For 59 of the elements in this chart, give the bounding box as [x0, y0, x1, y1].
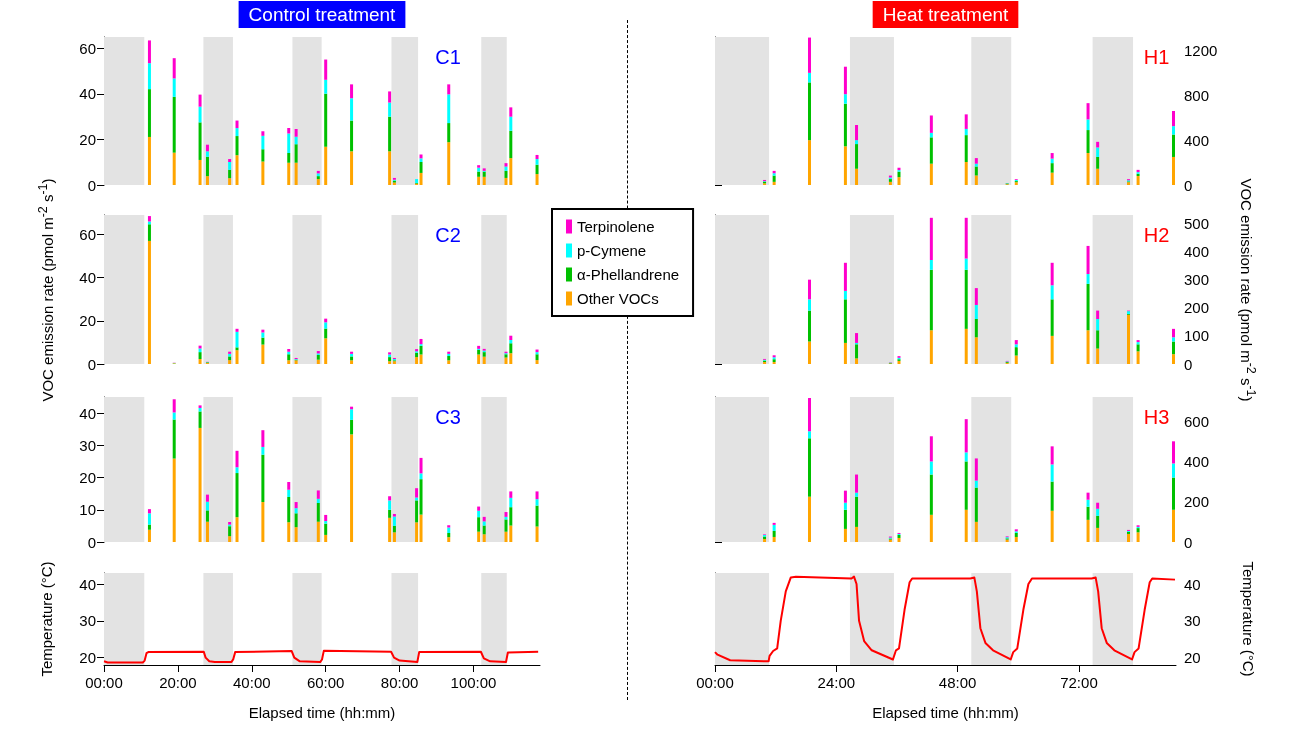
x-tick-label: 60:00	[306, 674, 345, 691]
annotation: C3	[435, 406, 461, 428]
x-tick-label: 00:00	[696, 674, 734, 691]
legend-label: α-Phellandrene	[577, 266, 680, 283]
y-tick-label: 0	[1184, 176, 1193, 194]
x-tick-label: 48:00	[938, 674, 977, 691]
y-tick-label: 20	[79, 469, 96, 487]
y-tick-label: 1200	[1184, 41, 1218, 59]
y-tick-label: 500	[1184, 214, 1210, 232]
y-tick-label: 30	[1184, 612, 1201, 630]
x-tick-label: 24:00	[817, 674, 856, 691]
y-tick-label: 0	[1184, 355, 1193, 373]
chart-title: Heat treatment	[882, 4, 1010, 25]
y-tick-label: 20	[79, 130, 96, 148]
annotation: H1	[1143, 46, 1170, 68]
y-tick-label: 40	[79, 575, 96, 593]
y-tick-label: 30	[79, 436, 96, 454]
legend-label: Terpinolene	[577, 218, 655, 235]
y-tick-label: 60	[79, 39, 96, 57]
y-tick-label: 0	[1184, 533, 1193, 551]
y-tick-label: 200	[1184, 493, 1210, 511]
y-tick-label: 200	[1184, 299, 1210, 317]
legend-label: Other VOCs	[577, 290, 659, 307]
chart-title: Control treatment	[248, 4, 397, 25]
x-axis-title: Elapsed time (hh:mm)	[248, 704, 396, 721]
annotation: H3	[1143, 406, 1170, 428]
annotation: H2	[1143, 224, 1170, 246]
y-tick-label: 100	[1184, 327, 1210, 345]
y-tick-label: 400	[1184, 131, 1210, 149]
y-tick-label: 800	[1184, 86, 1210, 104]
x-tick-label: 00:00	[85, 674, 123, 691]
y-tick-label: 0	[87, 176, 96, 194]
x-tick-label: 72:00	[1060, 674, 1098, 691]
x-tick-label: 40:00	[233, 674, 271, 691]
y-axis-title: Temperature (°C)	[37, 561, 55, 677]
legend-label: p-Cymene	[577, 242, 647, 259]
y-axis-title: Temperature (°C)	[1239, 561, 1257, 677]
x-axis-title: Elapsed time (hh:mm)	[872, 704, 1019, 721]
y-tick-label: 600	[1184, 412, 1210, 430]
y-tick-label: 60	[79, 225, 96, 243]
y-tick-label: 40	[79, 85, 96, 103]
annotation: C2	[435, 224, 461, 246]
y-tick-label: 30	[79, 612, 96, 630]
y-tick-label: 0	[87, 355, 96, 373]
y-tick-label: 20	[1184, 649, 1201, 667]
y-tick-label: 400	[1184, 243, 1210, 261]
y-tick-label: 40	[79, 404, 96, 422]
y-tick-label: 300	[1184, 271, 1210, 289]
y-tick-label: 10	[79, 501, 96, 519]
x-tick-label: 20:00	[159, 674, 197, 691]
y-tick-label: 20	[79, 312, 96, 330]
y-tick-label: 0	[87, 533, 96, 551]
y-tick-label: 20	[79, 649, 96, 667]
annotation: C1	[435, 46, 461, 68]
y-tick-label: 40	[79, 269, 96, 287]
y-tick-label: 40	[1184, 575, 1201, 593]
x-tick-label: 80:00	[380, 674, 419, 691]
y-tick-label: 400	[1184, 452, 1210, 470]
x-tick-label: 100:00	[450, 674, 497, 691]
